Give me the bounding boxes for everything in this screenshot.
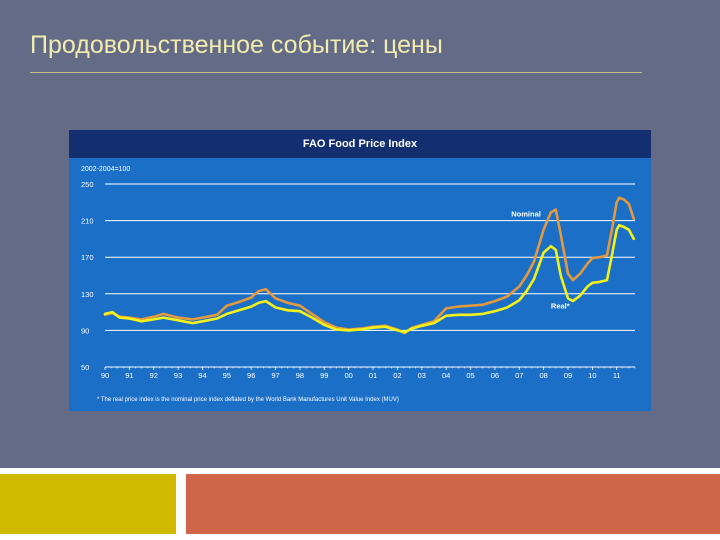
x-tick-label: 95 <box>223 371 231 380</box>
chart-svg: 2002-2004=100 50 90 130 170 210 250 90 91 92 93 94 9… <box>81 166 636 403</box>
x-tick-label: 07 <box>515 371 523 380</box>
x-tick-label: 06 <box>491 371 499 380</box>
x-tick-label: 97 <box>271 371 279 380</box>
x-tick-label: 92 <box>150 371 158 380</box>
nominal-label: Nominal <box>511 209 541 218</box>
x-tick-label: 02 <box>393 371 401 380</box>
y-tick-label: 130 <box>81 290 94 299</box>
x-tick-label: 09 <box>564 371 572 380</box>
x-tick-label: 91 <box>125 371 133 380</box>
chart-plot-area <box>69 158 651 411</box>
x-tick-label: 00 <box>345 371 353 380</box>
x-tick-label: 94 <box>198 371 206 380</box>
x-tick-label: 03 <box>418 371 426 380</box>
x-tick-label: 93 <box>174 371 182 380</box>
series-line-nominal <box>103 196 636 335</box>
slide-title: Продовольственное событие: цены <box>30 31 443 59</box>
chart-footnote: * The real price index is the nominal pr… <box>97 397 399 403</box>
x-tick-label: 04 <box>442 371 450 380</box>
chart-title: FAO Food Price Index <box>69 130 651 158</box>
x-tick-label: 96 <box>247 371 255 380</box>
y-tick-label: 170 <box>81 253 94 262</box>
x-tick-label: 01 <box>369 371 377 380</box>
title-underline <box>30 72 642 73</box>
y-tick-label: 210 <box>81 217 94 226</box>
y-tick-label: 250 <box>81 180 94 189</box>
x-tick-label: 98 <box>296 371 304 380</box>
series-line-real <box>103 223 636 334</box>
x-tick-label: 99 <box>320 371 328 380</box>
chart-frame: FAO Food Price Index 2002-2004=100 50 90 13… <box>69 130 651 411</box>
unit-label: 2002-2004=100 <box>81 166 130 173</box>
x-tick-label: 11 <box>613 371 621 380</box>
x-tick-label: 90 <box>101 371 109 380</box>
x-tick-label: 10 <box>588 371 596 380</box>
footer-bar-left <box>0 474 176 534</box>
footer-bar-right <box>186 474 720 534</box>
y-tick-label: 90 <box>81 326 89 335</box>
real-label: Real* <box>551 301 570 310</box>
x-tick-label: 05 <box>466 371 474 380</box>
x-tick-label: 08 <box>539 371 547 380</box>
y-tick-label: 50 <box>81 363 89 372</box>
